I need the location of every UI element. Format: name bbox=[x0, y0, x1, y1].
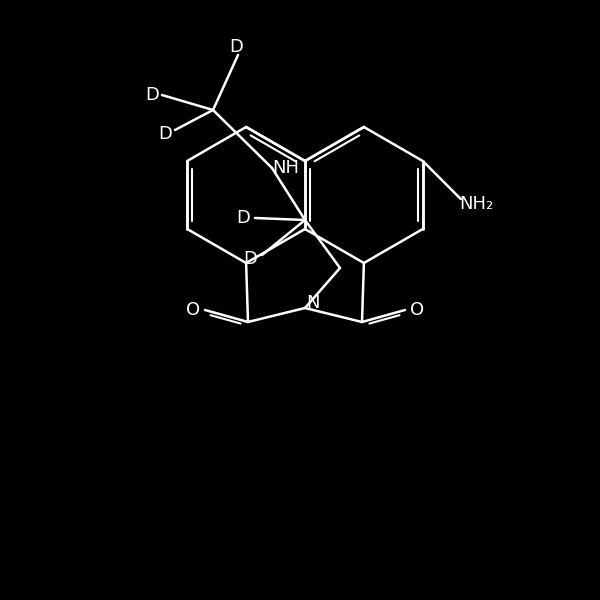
Text: O: O bbox=[186, 301, 200, 319]
Text: NH₂: NH₂ bbox=[460, 195, 494, 213]
Text: NH: NH bbox=[272, 159, 299, 177]
Text: O: O bbox=[410, 301, 424, 319]
Text: D: D bbox=[243, 250, 257, 268]
Text: N: N bbox=[306, 294, 320, 312]
Text: D: D bbox=[236, 209, 250, 227]
Text: D: D bbox=[158, 125, 172, 143]
Text: D: D bbox=[145, 86, 159, 104]
Text: D: D bbox=[229, 38, 243, 56]
